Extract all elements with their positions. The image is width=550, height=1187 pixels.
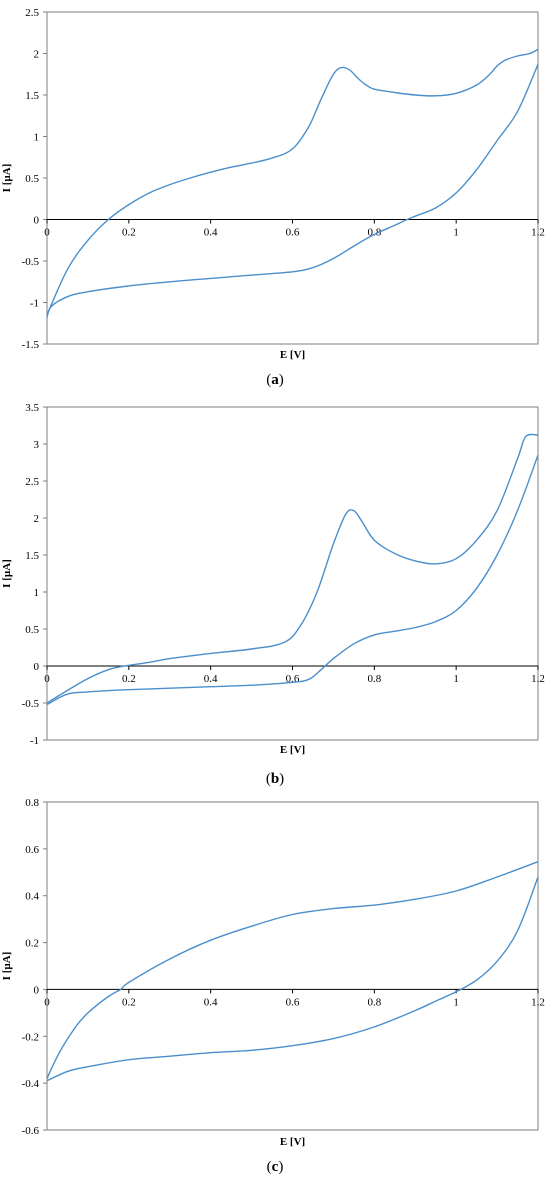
y-tick-label: -1.5 bbox=[22, 339, 40, 351]
y-tick-label: -1 bbox=[30, 298, 39, 310]
cv-forward-sweep-line bbox=[46, 433, 539, 704]
x-tick-label: 0 bbox=[44, 227, 50, 239]
y-tick-label: -0.2 bbox=[22, 1031, 39, 1043]
y-axis-title: I [µA] bbox=[1, 952, 13, 981]
y-tick-label: -0.5 bbox=[22, 256, 40, 268]
chart-c-panel-label: c bbox=[271, 1159, 279, 1175]
y-tick-label: 0.8 bbox=[25, 797, 39, 809]
x-tick-label: 0 bbox=[44, 673, 50, 685]
chart-b-svg: -1-0.500.511.522.533.50 0.2 0.4 0.6 0.8 1 1.2E… bbox=[1, 402, 545, 756]
x-tick-label: 0.6 bbox=[286, 996, 300, 1008]
y-tick-label: 0.4 bbox=[25, 891, 39, 903]
y-tick-label: -0.4 bbox=[22, 1078, 40, 1090]
y-tick-label: 0.6 bbox=[25, 844, 39, 856]
chart-b-caption: (b) bbox=[265, 771, 285, 787]
x-axis-title: E [V] bbox=[280, 349, 305, 361]
y-tick-label: -0.6 bbox=[22, 1125, 40, 1137]
cv-reverse-sweep-line bbox=[46, 876, 539, 1082]
chart-panel-b: -1 -0.5 0 0.5 1 1.5 2 2.5 3 3.5 0 0.2 0.4 0.6 0.8 1 1.2 E… bbox=[0, 395, 550, 795]
x-tick-label: 0.4 bbox=[204, 227, 218, 239]
y-tick-label: 1.5 bbox=[25, 90, 39, 102]
plot-area-border bbox=[46, 11, 539, 345]
x-tick-label: 0 bbox=[44, 996, 50, 1008]
x-tick-label: 1 bbox=[453, 996, 459, 1008]
x-tick-label: 0.4 bbox=[204, 673, 218, 685]
x-tick-label: 0.2 bbox=[122, 673, 136, 685]
y-tick-label: 0.2 bbox=[25, 938, 39, 950]
chart-panel-c: -0.6 -0.4 -0.2 0 0.2 0.4 0.6 0.8 0 0.2 0.4 0.6 0.8 1 1… bbox=[0, 790, 550, 1187]
y-tick-label: 3.5 bbox=[25, 402, 39, 414]
chart-c-caption: (c) bbox=[266, 1159, 284, 1175]
cv-forward-sweep-line bbox=[46, 48, 539, 316]
y-tick-label: 1.5 bbox=[25, 550, 39, 562]
y-tick-label: -0.5 bbox=[22, 698, 40, 710]
y-tick-label: 0 bbox=[34, 984, 40, 996]
y-axis-title: I [µA] bbox=[1, 559, 13, 588]
plot-area-border bbox=[46, 801, 539, 1131]
x-tick-label: 1.2 bbox=[531, 996, 545, 1008]
plot-area-border bbox=[46, 406, 539, 741]
x-tick-label: 0.2 bbox=[122, 227, 136, 239]
y-tick-label: 1 bbox=[34, 132, 40, 144]
y-tick-label: 0.5 bbox=[25, 173, 39, 185]
cv-reverse-sweep-line bbox=[46, 64, 539, 318]
cv-forward-sweep-line bbox=[46, 861, 539, 1079]
chart-a-svg: -1.5-1-0.500.511.522.50 0.2 0.4 0.6 0.8 1 1.2E… bbox=[1, 7, 545, 361]
y-tick-label: 3 bbox=[34, 439, 40, 451]
y-tick-label: -1 bbox=[30, 735, 39, 747]
x-tick-label: 1.2 bbox=[531, 673, 545, 685]
cv-reverse-sweep-line bbox=[46, 454, 539, 706]
x-tick-label: 0.6 bbox=[286, 227, 300, 239]
y-tick-label: 1 bbox=[34, 587, 40, 599]
chart-c-svg: -0.6 -0.4 -0.2 0 0.2 0.4 0.6 0.8 0 0.2 0.4 0.6 0.8 1 1… bbox=[1, 797, 545, 1148]
x-axis-title: E [V] bbox=[280, 744, 305, 756]
y-tick-label: 0 bbox=[34, 215, 40, 227]
y-tick-label: 2 bbox=[34, 49, 40, 61]
chart-panel-a: -1.5 -1 -0.5 0 0.5 1 1.5 2 2.5 0 0.2 0.4 0.6 0.8 1 1.2 E… bbox=[0, 0, 550, 400]
x-tick-label: 1.2 bbox=[531, 227, 545, 239]
x-tick-label: 1 bbox=[453, 227, 459, 239]
x-tick-label: 0.4 bbox=[204, 996, 218, 1008]
y-axis-title: I [µA] bbox=[1, 164, 13, 193]
x-axis-title: E [V] bbox=[280, 1136, 305, 1148]
x-tick-label: 1 bbox=[453, 673, 459, 685]
x-tick-label: 0.8 bbox=[367, 996, 381, 1008]
x-tick-label: 0.8 bbox=[367, 673, 381, 685]
y-tick-label: 2 bbox=[34, 513, 40, 525]
y-tick-label: 2.5 bbox=[25, 7, 39, 19]
chart-a-panel-label: a bbox=[271, 372, 279, 388]
x-tick-label: 0.2 bbox=[122, 996, 136, 1008]
chart-a-caption: (a) bbox=[266, 372, 284, 388]
chart-b-panel-label: b bbox=[270, 771, 280, 787]
y-tick-label: 0.5 bbox=[25, 624, 39, 636]
y-tick-label: 2.5 bbox=[25, 476, 39, 488]
y-tick-label: 0 bbox=[34, 661, 40, 673]
